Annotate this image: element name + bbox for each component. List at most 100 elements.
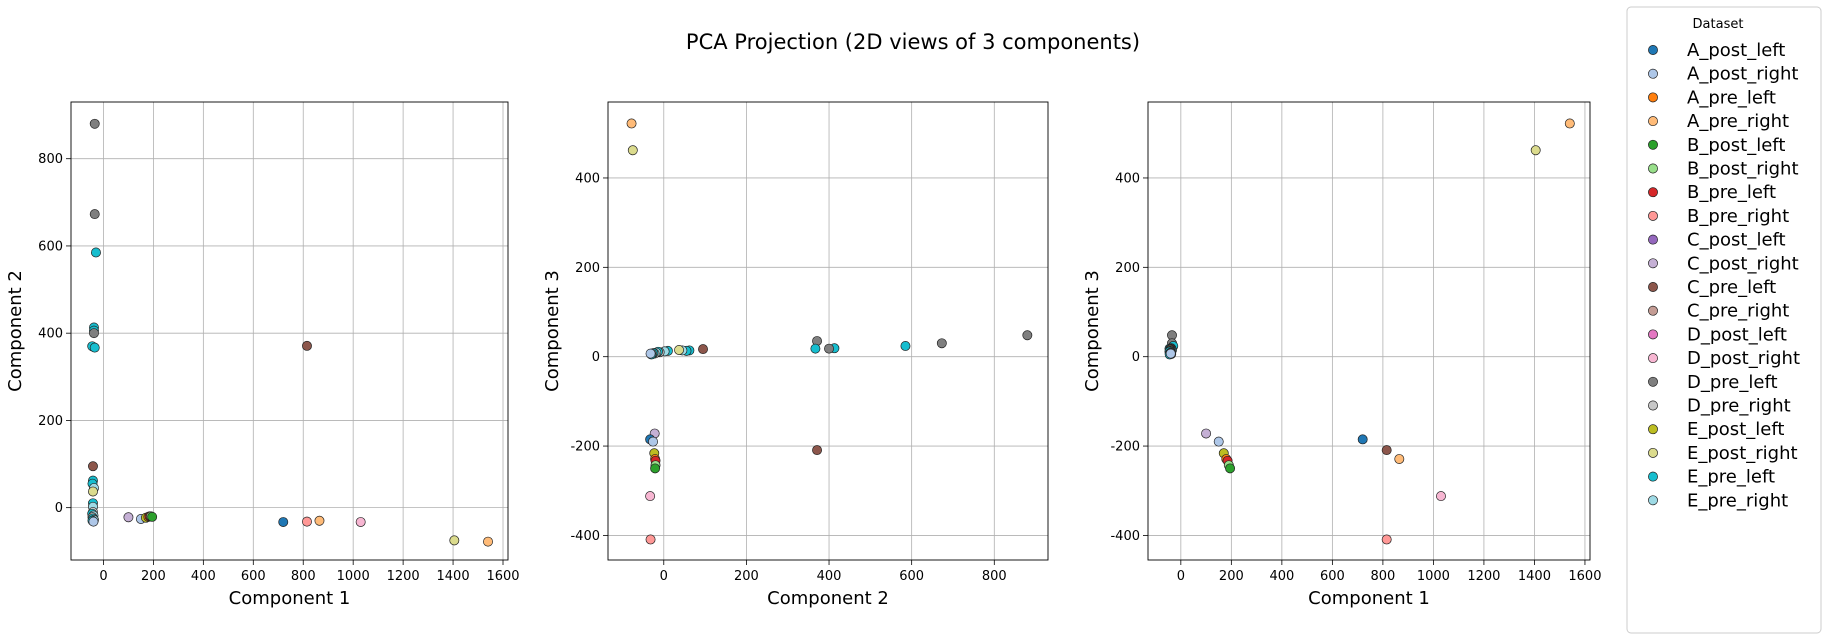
x-tick-label: 800 xyxy=(982,569,1007,584)
data-point-e-post-right xyxy=(449,535,460,546)
legend-label: D_post_right xyxy=(1687,348,1800,369)
legend-marker xyxy=(1648,353,1658,364)
y-tick-label: 0 xyxy=(592,350,600,365)
legend-entry: C_pre_left xyxy=(1648,277,1776,298)
y-tick-label: 200 xyxy=(38,414,63,429)
y-tick-label: 0 xyxy=(55,501,63,516)
legend-label: D_pre_right xyxy=(1687,396,1791,417)
data-point-a-post-right xyxy=(645,348,656,359)
data-point-d-pre-left xyxy=(89,118,100,129)
data-point-e-pre-left xyxy=(810,343,821,354)
legend-label: B_pre_left xyxy=(1687,182,1776,203)
y-tick-label: 800 xyxy=(38,152,63,167)
legend-marker xyxy=(1648,210,1658,221)
legend-entry: C_pre_right xyxy=(1648,301,1789,322)
legend-entry: B_pre_left xyxy=(1648,182,1776,203)
data-point-e-post-right xyxy=(627,145,638,156)
legend-label: B_post_right xyxy=(1687,159,1799,180)
x-tick-label: 600 xyxy=(1320,569,1345,584)
data-point-d-post-right xyxy=(355,517,366,528)
scatter-panel-1: 0 200 400 600 800 1000 1200 1400 1600 0 200 400 600 8… xyxy=(5,101,520,609)
data-point-a-post-right xyxy=(1165,348,1176,359)
data-point-b-post-left xyxy=(147,511,158,522)
data-point-d-pre-left xyxy=(89,328,99,339)
legend-entry: A_pre_right xyxy=(1648,111,1789,132)
y-tick-label: -400 xyxy=(570,529,600,544)
legend-entry: E_post_left xyxy=(1648,419,1784,440)
data-point-c-pre-left xyxy=(302,340,312,351)
x-tick-label: 200 xyxy=(141,569,166,584)
data-point-b-pre-right xyxy=(1381,534,1392,545)
legend-marker xyxy=(1648,45,1658,55)
legend-label: B_post_left xyxy=(1687,135,1785,156)
data-point-a-post-left xyxy=(1357,434,1368,445)
y-tick-label: 200 xyxy=(1115,261,1140,276)
x-tick-label: 1000 xyxy=(337,569,370,584)
x-tick-label: 1200 xyxy=(1467,569,1500,584)
data-point-c-pre-left xyxy=(1381,445,1392,456)
legend-marker xyxy=(1648,495,1658,506)
y-tick-label: 0 xyxy=(1132,350,1140,365)
data-point-a-pre-right xyxy=(626,118,637,129)
legend-label: C_post_right xyxy=(1687,253,1799,274)
legend-marker xyxy=(1648,305,1658,316)
legend-entry: D_post_right xyxy=(1648,348,1800,369)
legend-label: E_post_left xyxy=(1687,419,1784,440)
x-tick-label: 400 xyxy=(191,569,216,584)
legend-marker xyxy=(1648,258,1658,269)
legend-marker xyxy=(1648,376,1658,387)
data-point-c-pre-left xyxy=(88,461,98,472)
legend-label: A_pre_left xyxy=(1687,87,1776,108)
legend-entry: E_post_right xyxy=(1648,443,1798,464)
legend-marker xyxy=(1648,400,1658,411)
scatter-panel-3: 0 200 400 600 800 1000 1200 1400 1600 -400 -200 0 20… xyxy=(1082,101,1601,609)
legend-entry: A_post_right xyxy=(1648,64,1798,85)
data-point-a-pre-right xyxy=(483,536,493,547)
legend-label: B_pre_right xyxy=(1687,206,1789,227)
legend-marker xyxy=(1648,471,1658,482)
legend-frame xyxy=(1626,6,1822,634)
y-tick-label: 600 xyxy=(38,239,63,254)
x-tick-label: 1600 xyxy=(486,569,519,584)
data-point-c-post-right xyxy=(1201,428,1212,439)
data-point-d-pre-left xyxy=(89,209,100,220)
legend-label: A_post_right xyxy=(1687,64,1798,85)
legend-marker xyxy=(1648,329,1658,340)
data-point-e-pre-left xyxy=(89,342,100,353)
data-point-e-post-right xyxy=(88,486,98,497)
legend-entry: B_post_right xyxy=(1648,159,1799,180)
x-tick-label: 200 xyxy=(734,569,759,584)
legend-label: C_pre_right xyxy=(1687,301,1789,322)
data-point-a-pre-right xyxy=(1564,118,1575,129)
y-tick-label: -400 xyxy=(1110,529,1140,544)
y-tick-label: -200 xyxy=(1110,440,1140,455)
data-point-e-pre-left xyxy=(91,247,101,258)
legend-marker xyxy=(1648,116,1658,127)
data-point-e-pre-left xyxy=(900,341,911,351)
legend-marker xyxy=(1648,282,1658,292)
legend-marker xyxy=(1648,163,1658,174)
x-tick-label: 400 xyxy=(817,569,842,584)
legend-entry: C_post_left xyxy=(1648,230,1786,251)
data-point-a-post-right xyxy=(648,436,658,447)
x-tick-label: 0 xyxy=(660,569,668,584)
x-tick-label: 200 xyxy=(1219,569,1244,584)
legend-marker xyxy=(1648,424,1658,435)
legend-label: A_pre_right xyxy=(1687,111,1789,132)
x-axis-label: Component 2 xyxy=(767,588,889,609)
y-tick-label: 400 xyxy=(575,171,600,186)
legend-marker xyxy=(1648,234,1658,245)
legend-marker xyxy=(1648,187,1658,198)
y-axis-label: Component 2 xyxy=(5,270,26,392)
x-tick-label: 1400 xyxy=(1518,569,1551,584)
data-point-c-pre-left xyxy=(812,445,823,456)
y-tick-label: 200 xyxy=(575,261,600,276)
legend: Dataset A_post_left A_post_rightA_pre_lef… xyxy=(1626,6,1822,634)
data-point-d-post-right xyxy=(645,491,656,502)
axes-frame xyxy=(1147,101,1591,561)
axes-frame xyxy=(607,101,1049,561)
legend-entry: D_post_left xyxy=(1648,324,1787,345)
data-point-d-pre-left xyxy=(1022,330,1033,341)
legend-entry: A_pre_left xyxy=(1648,87,1776,108)
